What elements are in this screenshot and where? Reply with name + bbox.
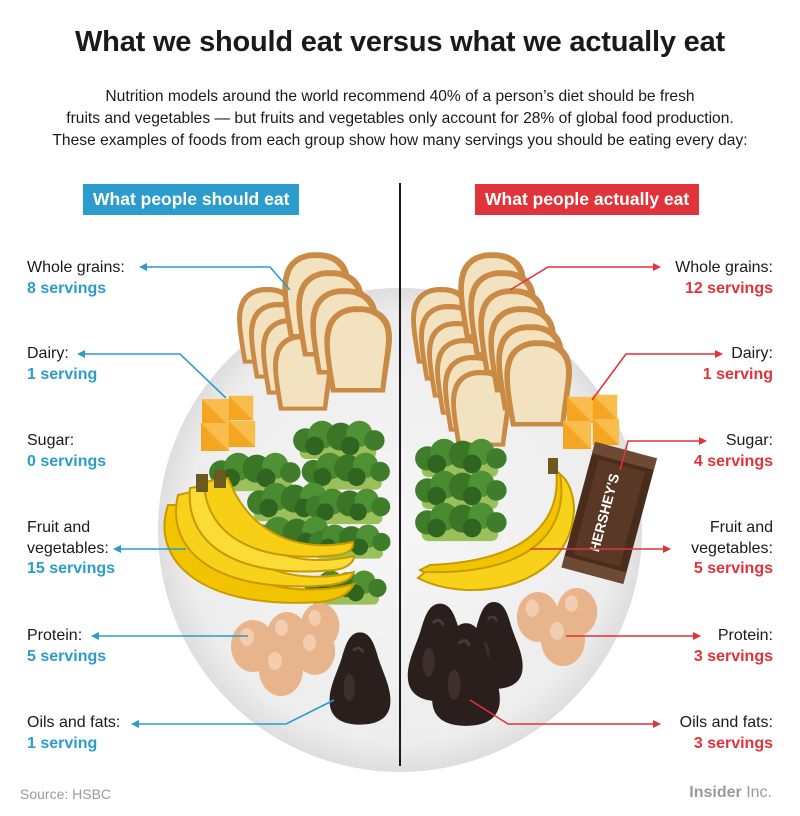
source-note: Source: HSBC (20, 786, 112, 802)
left-label-whole-grains: Whole grains: 8 servings (27, 259, 125, 297)
should-eat-header: What people should eat (83, 184, 300, 215)
subtitle-line-2: fruits and vegetables — but fruits and v… (66, 110, 734, 127)
left-label-fruit-vegetables: Fruit and vegetables: 15 servings (27, 519, 116, 577)
right-label-whole-grains: Whole grains: 12 servings (675, 259, 773, 297)
right-label-fruit-vegetables: Fruit and vegetables: 5 servings (691, 519, 773, 577)
left-leader-lines (84, 266, 335, 725)
brand-logo: Insider Inc. (689, 784, 772, 802)
subtitle-line-3: These examples of foods from each group … (52, 132, 748, 149)
cheese-cube-icon (201, 395, 256, 451)
right-label-oils-fats: Oils and fats: 3 servings (679, 714, 773, 752)
left-label-oils-fats: Oils and fats: 1 serving (27, 714, 121, 752)
banana-icon (416, 458, 576, 591)
broccoli-icon (415, 438, 507, 542)
brand-suffix: Inc. (741, 784, 772, 801)
subtitle: Nutrition models around the world recomm… (20, 86, 780, 152)
left-label-sugar: Sugar: 0 servings (27, 432, 107, 470)
left-label-dairy: Dairy: 1 serving (27, 345, 98, 383)
left-arrowheads (77, 263, 147, 728)
page-title: What we should eat versus what we actual… (75, 26, 725, 58)
right-label-sugar: Sugar: 4 servings (693, 432, 773, 470)
actual-eat-header: What people actually eat (475, 184, 700, 215)
right-leader-lines (469, 266, 716, 725)
right-label-dairy: Dairy: 1 serving (702, 345, 773, 383)
subtitle-line-1: Nutrition models around the world recomm… (105, 88, 695, 105)
brand-main: Insider (689, 784, 742, 801)
right-arrowheads (653, 263, 723, 728)
banana-icon (163, 470, 356, 604)
left-label-protein: Protein: 5 servings (27, 627, 107, 665)
right-label-protein: Protein: 3 servings (693, 627, 773, 665)
